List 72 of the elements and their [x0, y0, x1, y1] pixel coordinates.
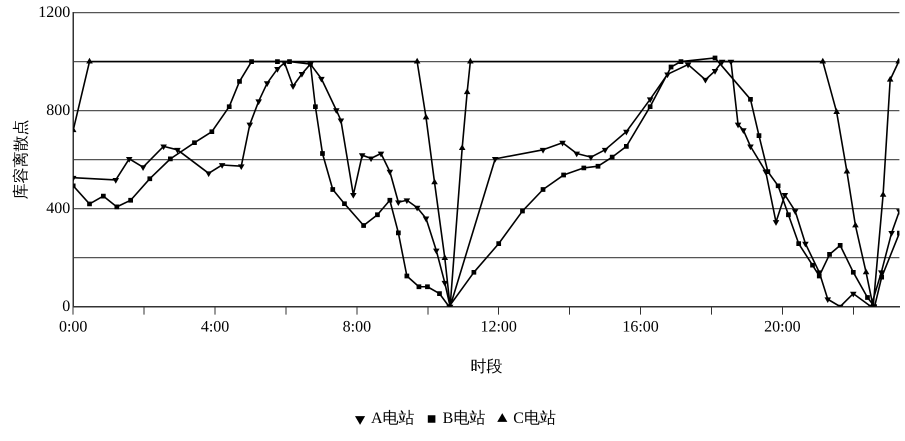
point [416, 284, 422, 290]
point [437, 291, 442, 296]
point [863, 269, 869, 274]
point [678, 59, 684, 64]
point [342, 201, 347, 206]
point [668, 64, 674, 70]
point [540, 187, 546, 192]
point [147, 176, 152, 182]
point [87, 202, 92, 206]
point [361, 223, 366, 228]
point [786, 212, 791, 218]
point [712, 56, 718, 60]
x-tick-label: 0:00 [58, 318, 88, 336]
point [850, 270, 856, 275]
point [624, 144, 629, 149]
y-axis-title: 库容离散点 [12, 120, 30, 200]
point [472, 270, 476, 275]
point [404, 274, 410, 278]
point [425, 284, 430, 290]
point [756, 133, 762, 138]
point [810, 262, 815, 268]
point [114, 204, 120, 210]
point [520, 208, 525, 214]
x-tick-label: 4:00 [200, 318, 230, 336]
legend-label: C电站 [513, 409, 556, 428]
x-axis-title: 时段 [470, 358, 502, 376]
point [610, 154, 615, 160]
point [375, 212, 380, 218]
x-tick-label: 16:00 [622, 318, 659, 336]
point [596, 164, 600, 169]
point [209, 129, 214, 134]
point [796, 241, 802, 246]
point [776, 183, 780, 188]
point [464, 89, 470, 94]
point [168, 156, 173, 162]
legend-label: B电站 [442, 409, 486, 428]
x-tick-label: 8:00 [342, 318, 372, 336]
point [313, 104, 318, 110]
point [100, 194, 106, 198]
point [432, 179, 438, 184]
point [387, 198, 392, 203]
point [330, 187, 336, 192]
x-tick-label: 12:00 [480, 318, 517, 336]
point [423, 114, 429, 120]
point [287, 59, 292, 64]
point [865, 295, 870, 300]
point [192, 140, 197, 146]
point [320, 151, 325, 156]
point [581, 166, 586, 170]
y-tick-label: 400 [46, 200, 70, 217]
y-tick-label: 1200 [38, 4, 70, 21]
point [459, 145, 465, 150]
point [442, 255, 448, 260]
y-tick-label: 0 [62, 298, 70, 315]
point [838, 242, 843, 248]
point [561, 172, 566, 178]
point [844, 168, 850, 174]
point [827, 252, 832, 257]
point [648, 104, 652, 110]
point [237, 79, 242, 84]
y-tick-label: 800 [46, 102, 70, 119]
point [396, 230, 401, 236]
point [852, 222, 858, 228]
point [748, 96, 753, 102]
point [880, 192, 886, 197]
point [226, 104, 232, 110]
point [275, 59, 280, 64]
point [128, 198, 133, 203]
point [249, 59, 254, 64]
point [496, 241, 502, 246]
legend-label: A电站 [371, 409, 415, 428]
x-tick-label: 20:00 [764, 318, 801, 336]
